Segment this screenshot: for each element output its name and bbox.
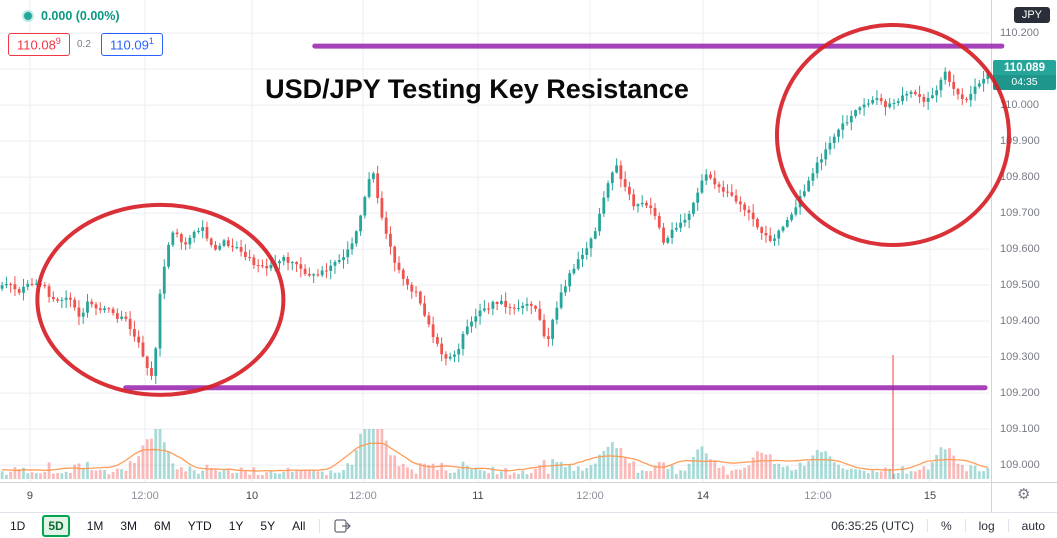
price-axis-label: 109.400 — [1000, 315, 1040, 328]
time-axis-label: 12:00 — [804, 490, 832, 502]
time-axis-label: 12:00 — [576, 490, 604, 502]
spread-value: 0.2 — [77, 39, 91, 50]
time-axis-label: 9 — [26, 490, 34, 502]
grid — [0, 0, 990, 482]
range-button-5d[interactable]: 5D — [42, 514, 70, 537]
range-button-all[interactable]: All — [292, 518, 306, 533]
symbol-change-row: 0.000 (0.00%) — [22, 9, 120, 23]
price-axis-label: 109.100 — [1000, 423, 1040, 436]
price-axis[interactable]: JPY 110.200110.100110.000109.900109.8001… — [991, 0, 1057, 512]
time-axis-label: 11 — [472, 490, 484, 502]
toolbar-right-group: 06:35:25 (UTC) % log auto — [831, 519, 1045, 533]
last-price-value: 110.089 — [993, 60, 1056, 76]
volume-spike — [892, 355, 894, 479]
axis-divider — [0, 482, 1057, 483]
range-button-5y[interactable]: 5Y — [260, 518, 276, 533]
candles — [0, 67, 990, 384]
time-axis-label: 12:00 — [131, 490, 159, 502]
range-button-6m[interactable]: 6M — [154, 518, 171, 533]
ask-price: 110.09 — [110, 37, 149, 53]
range-button-1m[interactable]: 1M — [86, 518, 104, 533]
toolbar-divider — [1007, 519, 1009, 532]
time-axis-label: 12:00 — [349, 490, 377, 502]
status-dot-icon — [22, 10, 34, 22]
price-axis-label: 109.800 — [1000, 171, 1040, 184]
ask-price-sup: 1 — [148, 36, 154, 46]
volume-bars — [0, 355, 990, 479]
price-axis-label: 109.200 — [1000, 387, 1040, 400]
go-to-date-icon[interactable] — [334, 518, 352, 534]
bottom-toolbar: 1D 5D 1M 3M 6M YTD 1Y 5Y All 06:35:25 (UTC) % lo… — [0, 512, 1057, 538]
price-axis-label: 109.500 — [1000, 279, 1040, 292]
currency-badge[interactable]: JPY — [1013, 7, 1050, 23]
toolbar-divider — [319, 518, 321, 533]
toolbar-divider — [926, 519, 928, 532]
price-axis-label: 109.000 — [1000, 459, 1040, 472]
range-button-1y[interactable]: 1Y — [228, 518, 244, 533]
percent-scale-toggle[interactable]: % — [940, 518, 952, 533]
time-axis-label: 10 — [245, 490, 259, 502]
candlestick-chart[interactable] — [0, 0, 990, 482]
price-axis-label: 110.000 — [1000, 99, 1039, 112]
volume-ma-line — [2, 442, 988, 472]
time-axis[interactable]: 9 12:00 10 12:00 11 12:00 14 12:00 15 — [0, 483, 990, 512]
auto-scale-toggle[interactable]: auto — [1021, 518, 1045, 533]
change-value: 0.000 (0.00%) — [41, 9, 120, 23]
price-axis-label: 109.300 — [1000, 351, 1040, 364]
bar-countdown: 04:35 — [993, 75, 1056, 91]
bid-price-sup: 9 — [55, 36, 61, 46]
price-axis-label: 109.900 — [1000, 135, 1040, 148]
settings-gear-icon[interactable]: ⚙ — [1017, 486, 1031, 503]
price-axis-label: 110.200 — [1000, 27, 1039, 40]
bid-price: 110.08 — [17, 37, 56, 53]
toolbar-divider — [964, 519, 966, 532]
range-button-ytd[interactable]: YTD — [187, 518, 212, 533]
price-axis-label: 109.700 — [1000, 207, 1040, 220]
clock[interactable]: 06:35:25 (UTC) — [831, 518, 914, 533]
range-buttons: 1D 5D 1M 3M 6M YTD 1Y 5Y All — [10, 514, 306, 537]
buy-button[interactable]: 110.091 — [101, 33, 163, 57]
last-price-badge: 110.089 04:35 — [993, 60, 1056, 91]
range-button-1d[interactable]: 1D — [10, 518, 26, 533]
sell-button[interactable]: 110.089 — [8, 33, 70, 57]
range-button-3m[interactable]: 3M — [120, 518, 138, 533]
price-axis-label: 109.600 — [1000, 243, 1040, 256]
time-axis-label: 15 — [923, 490, 937, 502]
log-scale-toggle[interactable]: log — [978, 518, 995, 533]
time-axis-label: 14 — [696, 490, 710, 502]
chart-annotation-title[interactable]: USD/JPY Testing Key Resistance — [265, 74, 689, 104]
